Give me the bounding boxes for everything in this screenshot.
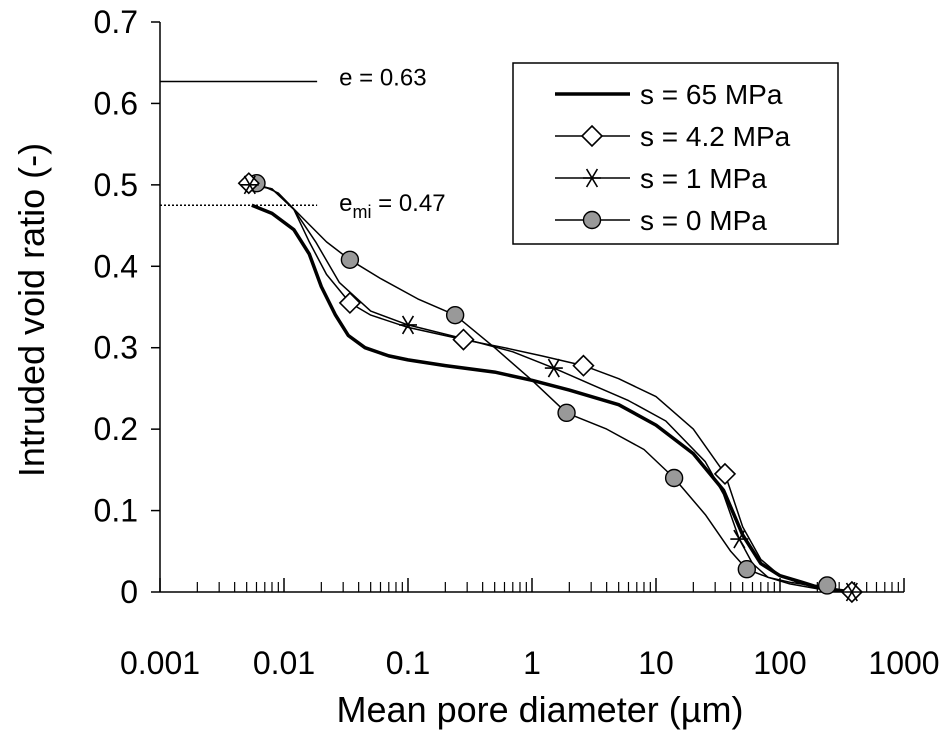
- x-axis-title: Mean pore diameter (µm): [337, 689, 744, 730]
- y-tick-label: 0.7: [94, 4, 138, 40]
- data-point: [340, 250, 360, 269]
- data-point: [842, 582, 861, 602]
- reference-lines: e = 0.63 emi = 0.47: [160, 64, 446, 222]
- series-markers: [237, 172, 864, 604]
- x-tick-label: 0.1: [386, 645, 430, 681]
- data-point: [572, 354, 595, 377]
- legend-marker: [583, 168, 601, 188]
- x-tick-label: 1000: [868, 645, 939, 681]
- reference-line-label: e = 0.63: [339, 64, 426, 91]
- reference-line-label: emi = 0.47: [339, 190, 445, 222]
- data-point: [730, 529, 749, 549]
- series-line: [251, 203, 853, 594]
- legend-label: s = 4.2 MPa: [640, 121, 791, 152]
- data-point: [240, 175, 259, 195]
- x-tick-label: 100: [753, 645, 806, 681]
- data-point: [445, 305, 465, 325]
- series-group: [237, 172, 864, 604]
- data-point: [452, 328, 475, 351]
- data-point: [544, 358, 563, 378]
- asterisk-stroke: [585, 168, 599, 188]
- data-point: [338, 291, 362, 315]
- y-axis-title: Intruded void ratio (-): [11, 143, 52, 477]
- y-tick-label: 0.5: [94, 167, 138, 203]
- data-point: [817, 576, 837, 595]
- asterisk-stroke: [845, 582, 858, 602]
- legend-label: s = 65 MPa: [640, 79, 783, 110]
- legend-label: s = 0 MPa: [640, 205, 767, 236]
- asterisk-stroke: [401, 315, 415, 335]
- x-tick-label: 0.001: [120, 645, 200, 681]
- axes: 0 0.1 0.2 0.3 0.4 0.5 0.6 0.7 0.001 0.01 0.1 1 10 100…: [94, 4, 940, 681]
- data-point: [664, 468, 684, 488]
- legend-marker: [582, 210, 602, 230]
- asterisk-stroke: [243, 175, 256, 195]
- y-tick-label: 0: [120, 574, 138, 610]
- data-point: [737, 560, 757, 579]
- y-tick-label: 0.6: [94, 85, 138, 121]
- series-s-65-mpa: [251, 203, 853, 594]
- data-point: [557, 403, 576, 423]
- asterisk-stroke: [547, 358, 560, 378]
- legend: s = 65 MPa s = 4.2 MPa s = 1 MPa s = 0 MPa: [512, 62, 839, 245]
- series-line: [249, 184, 852, 593]
- x-tick-label: 1: [523, 645, 541, 681]
- y-tick-label: 0.3: [94, 330, 138, 366]
- y-tick-label: 0.2: [94, 411, 138, 447]
- x-tick-label: 10: [638, 645, 674, 681]
- data-point: [399, 315, 417, 335]
- y-tick-label: 0.4: [94, 248, 138, 284]
- x-tick-label: 0.01: [253, 645, 315, 681]
- series-s-1-mpa: [249, 184, 852, 593]
- legend-label: s = 1 MPa: [640, 163, 767, 194]
- asterisk-stroke: [733, 529, 746, 549]
- series-markers: [240, 175, 861, 602]
- data-point: [713, 462, 737, 486]
- y-tick-label: 0.1: [94, 493, 138, 529]
- legend-marker: [580, 124, 604, 148]
